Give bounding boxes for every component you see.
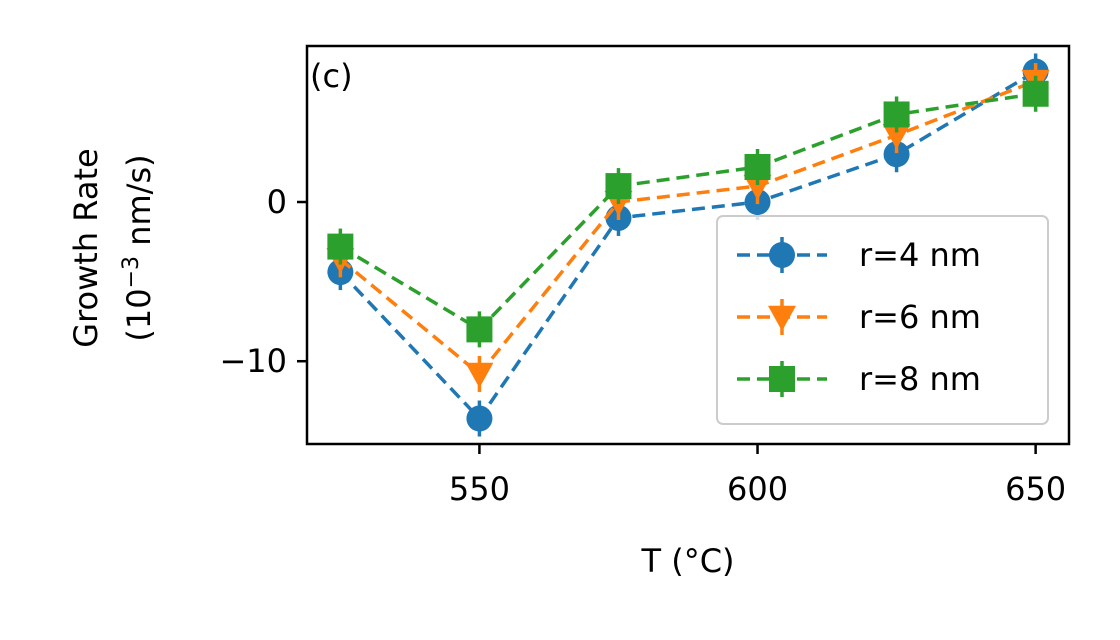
data-point: [882, 123, 911, 150]
legend-item: r=6 nm: [737, 298, 981, 336]
data-point: [743, 174, 772, 201]
x-tick-label: 550: [449, 470, 510, 508]
data-point: [883, 101, 910, 128]
data-point: [466, 405, 493, 432]
legend-box: [716, 215, 1049, 425]
series-layer: [326, 53, 1050, 437]
legend-marker: [769, 366, 795, 392]
series-line: [339, 92, 1036, 332]
series-line: [339, 79, 1037, 377]
y-axis-label-line2: (10−3 nm/s): [119, 154, 158, 341]
legend-label: r=8 nm: [859, 360, 981, 398]
x-tick-label: 600: [727, 470, 788, 508]
y-axis-label-line1: Growth Rate: [67, 148, 105, 347]
y-axis-label-prefix: (10: [120, 288, 158, 341]
y-axis-label-suffix: nm/s): [120, 154, 158, 256]
panel-label: (c): [310, 57, 353, 95]
y-axis-label-exponent: −3: [119, 256, 144, 288]
x-axis-label: T (°C): [640, 542, 734, 580]
y-tick-label: −10: [219, 342, 287, 380]
data-point: [605, 173, 632, 200]
data-point: [744, 153, 771, 180]
legend: r=4 nm r=6 nm r=8 nm: [716, 215, 1049, 425]
data-point: [465, 362, 494, 388]
plot-frame: [305, 44, 1071, 446]
data-point: [1022, 80, 1049, 107]
legend-marker: [769, 242, 795, 268]
series-line: [339, 69, 1037, 422]
legend-marker: [768, 305, 796, 331]
series-3: [327, 75, 1049, 348]
ticks-layer: 550 600 650 −10 0: [219, 183, 1066, 508]
x-tick-label: 650: [1005, 470, 1066, 508]
legend-label: r=4 nm: [859, 236, 981, 274]
legend-item: r=4 nm: [737, 236, 981, 274]
legend-item: r=8 nm: [737, 360, 981, 398]
legend-label: r=6 nm: [859, 298, 981, 336]
data-point: [327, 233, 354, 260]
data-point: [466, 316, 493, 343]
data-point: [883, 141, 910, 168]
y-tick-label: 0: [267, 183, 287, 221]
